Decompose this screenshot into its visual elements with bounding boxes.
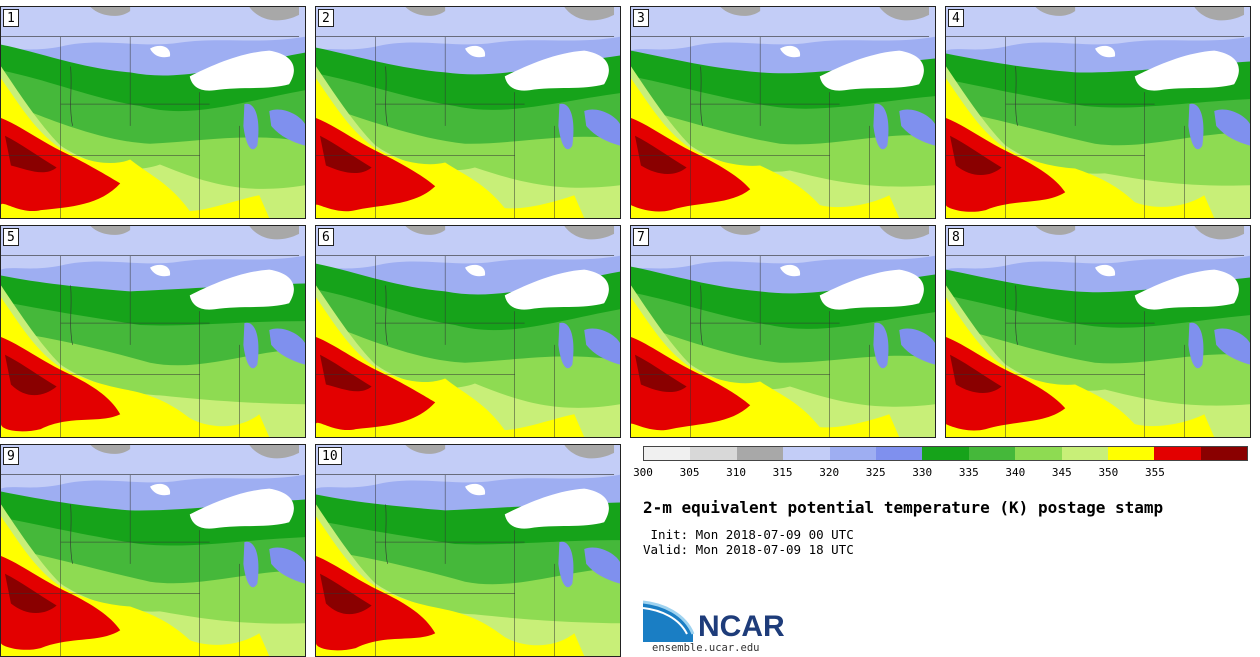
colorbar-segment: [829, 447, 876, 460]
postage-stamp-panel-9: 9: [0, 444, 306, 657]
colorbar-tick-label: 345: [1051, 466, 1072, 479]
colorbar-segment: [1154, 447, 1201, 460]
map-field-6: [316, 226, 620, 437]
colorbar-tick-label: 340: [1005, 466, 1026, 479]
colorbar-segment: [690, 447, 737, 460]
figure-title: 2-m equivalent potential temperature (K)…: [643, 498, 1164, 517]
colorbar-segment: [644, 447, 691, 460]
panel-number: 8: [948, 228, 964, 246]
colorbar-tick-label: 320: [819, 466, 840, 479]
colorbar-segment: [875, 447, 923, 460]
init-time: Init: Mon 2018-07-09 00 UTC: [643, 527, 854, 542]
colorbar-tick-label: 350: [1098, 466, 1119, 479]
postage-stamp-panel-5: 5: [0, 225, 306, 438]
postage-stamp-panel-10: 10: [315, 444, 621, 657]
colorbar-tick-label: 335: [958, 466, 979, 479]
colorbar-tick-label: 300: [633, 466, 653, 479]
colorbar-segment: [1200, 447, 1248, 460]
colorbar-segment: [783, 447, 830, 460]
panel-number: 7: [633, 228, 649, 246]
map-field-1: [1, 7, 305, 218]
colorbar: [643, 446, 1248, 461]
map-field-7: [631, 226, 935, 437]
colorbar-segment: [968, 447, 1016, 460]
map-field-3: [631, 7, 935, 218]
colorbar-segment: [922, 447, 969, 460]
panel-number: 2: [318, 9, 334, 27]
colorbar-segment: [1015, 447, 1062, 460]
map-field-2: [316, 7, 620, 218]
colorbar-tick-label: 325: [865, 466, 886, 479]
panel-number: 1: [3, 9, 19, 27]
colorbar-tick-label: 355: [1144, 466, 1165, 479]
postage-stamp-panel-7: 7: [630, 225, 936, 438]
map-field-5: [1, 226, 305, 437]
panel-number: 9: [3, 447, 19, 465]
postage-stamp-panel-1: 1: [0, 6, 306, 219]
panel-number: 10: [318, 447, 342, 465]
postage-stamp-panel-4: 4: [945, 6, 1251, 219]
panel-number: 4: [948, 9, 964, 27]
postage-stamp-panel-8: 8: [945, 225, 1251, 438]
postage-stamp-panel-6: 6: [315, 225, 621, 438]
colorbar-segment: [1107, 447, 1155, 460]
map-field-8: [946, 226, 1250, 437]
colorbar-segment: [1061, 447, 1108, 460]
ncar-logo-icon: [643, 600, 695, 642]
logo-name: NCAR: [698, 610, 785, 643]
map-field-9: [1, 445, 305, 656]
valid-time: Valid: Mon 2018-07-09 18 UTC: [643, 542, 854, 557]
colorbar-segment: [736, 447, 784, 460]
colorbar-ticks: 300 305 310 315 320 325 330 335 340 345 350 355: [633, 466, 1248, 480]
panel-number: 5: [3, 228, 19, 246]
panel-number: 6: [318, 228, 334, 246]
colorbar-tick-label: 310: [726, 466, 746, 479]
colorbar-tick-label: 305: [679, 466, 700, 479]
map-field-4: [946, 7, 1250, 218]
postage-stamp-panel-3: 3: [630, 6, 936, 219]
panel-number: 3: [633, 9, 649, 27]
postage-stamp-panel-2: 2: [315, 6, 621, 219]
colorbar-tick-label: 330: [912, 466, 933, 479]
map-field-10: [316, 445, 620, 656]
logo-url: ensemble.ucar.edu: [652, 642, 760, 654]
colorbar-tick-label: 315: [772, 466, 793, 479]
